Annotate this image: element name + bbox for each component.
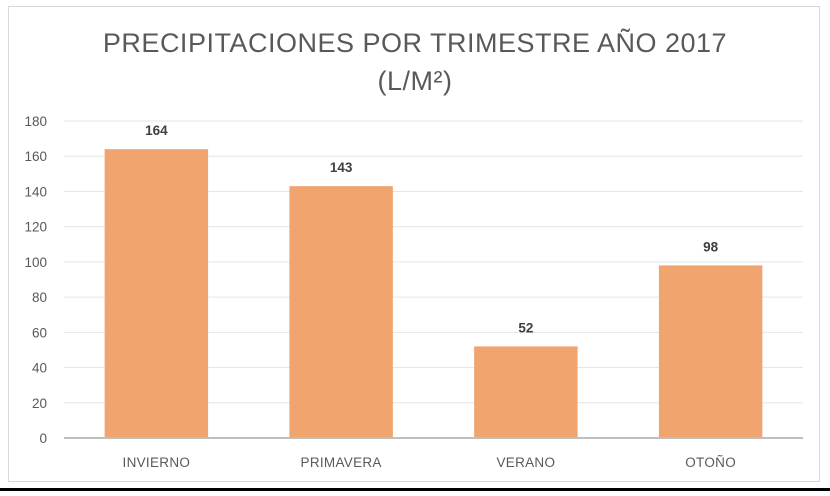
y-tick-label-120: 120: [24, 220, 47, 235]
y-tick-label-100: 100: [24, 255, 47, 270]
data-labels: 164 143 52 98: [145, 123, 719, 335]
bar-primavera: [289, 186, 393, 438]
y-tick-label-160: 160: [24, 149, 47, 164]
y-tick-label-180: 180: [24, 114, 47, 129]
bar-invierno: [104, 149, 209, 438]
data-label-primavera: 143: [330, 160, 353, 175]
x-tick-label-verano: VERANO: [496, 455, 555, 470]
x-tick-label-primavera: PRIMAVERA: [301, 455, 382, 470]
chart-title-line-2: (L/M²): [378, 66, 453, 96]
data-label-verano: 52: [518, 320, 533, 335]
y-tick-label-0: 0: [39, 431, 47, 446]
y-tick-label-60: 60: [32, 325, 47, 340]
bars: [104, 149, 763, 438]
y-tick-label-20: 20: [32, 396, 47, 411]
bar-verano: [474, 346, 578, 438]
bar-otoño: [658, 265, 763, 438]
x-tick-label-otoño: OTOÑO: [685, 455, 736, 470]
x-tick-label-invierno: INVIERNO: [123, 455, 191, 470]
chart-title-line-1: PRECIPITACIONES POR TRIMESTRE AÑO 2017: [103, 27, 727, 58]
y-tick-label-40: 40: [32, 361, 47, 376]
x-axis-categories: INVIERNO PRIMAVERA VERANO OTOÑO: [123, 455, 736, 470]
y-axis-ticks: 0 20 40 60 80 100 120 140 160 180: [24, 114, 47, 446]
bottom-rule: [0, 488, 830, 491]
y-tick-label-80: 80: [32, 290, 47, 305]
y-tick-label-140: 140: [24, 184, 47, 199]
data-label-otoño: 98: [703, 239, 719, 254]
data-label-invierno: 164: [145, 123, 168, 138]
